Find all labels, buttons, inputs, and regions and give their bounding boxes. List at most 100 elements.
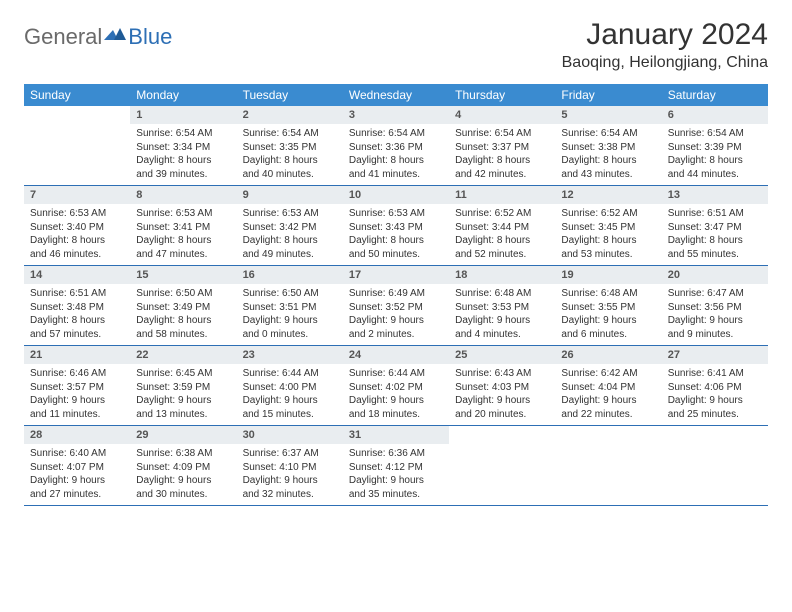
day-cell: 11Sunrise: 6:52 AMSunset: 3:44 PMDayligh… <box>449 186 555 265</box>
day-cell: 21Sunrise: 6:46 AMSunset: 3:57 PMDayligh… <box>24 346 130 425</box>
sunset-line: Sunset: 4:10 PM <box>243 461 337 475</box>
day-number: 6 <box>662 106 768 124</box>
day-cell: 1Sunrise: 6:54 AMSunset: 3:34 PMDaylight… <box>130 106 236 185</box>
daylight-line: Daylight: 8 hours and 43 minutes. <box>561 154 655 181</box>
day-cell: 14Sunrise: 6:51 AMSunset: 3:48 PMDayligh… <box>24 266 130 345</box>
day-cell <box>449 426 555 505</box>
sunrise-line: Sunrise: 6:54 AM <box>136 127 230 141</box>
day-body: Sunrise: 6:53 AMSunset: 3:42 PMDaylight:… <box>237 204 343 261</box>
logo-text-blue: Blue <box>128 24 172 50</box>
sunset-line: Sunset: 3:55 PM <box>561 301 655 315</box>
day-cell <box>662 426 768 505</box>
daylight-line: Daylight: 9 hours and 22 minutes. <box>561 394 655 421</box>
weekday-header: Thursday <box>449 84 555 106</box>
day-body: Sunrise: 6:50 AMSunset: 3:51 PMDaylight:… <box>237 284 343 341</box>
weekday-header: Sunday <box>24 84 130 106</box>
sunset-line: Sunset: 3:36 PM <box>349 141 443 155</box>
day-body: Sunrise: 6:44 AMSunset: 4:00 PMDaylight:… <box>237 364 343 421</box>
day-body: Sunrise: 6:44 AMSunset: 4:02 PMDaylight:… <box>343 364 449 421</box>
logo-mark-icon <box>104 24 126 47</box>
day-cell: 29Sunrise: 6:38 AMSunset: 4:09 PMDayligh… <box>130 426 236 505</box>
sunset-line: Sunset: 3:53 PM <box>455 301 549 315</box>
sunset-line: Sunset: 3:47 PM <box>668 221 762 235</box>
header: General Blue January 2024 Baoqing, Heilo… <box>24 18 768 72</box>
sunset-line: Sunset: 3:52 PM <box>349 301 443 315</box>
daylight-line: Daylight: 9 hours and 2 minutes. <box>349 314 443 341</box>
day-body: Sunrise: 6:48 AMSunset: 3:53 PMDaylight:… <box>449 284 555 341</box>
day-cell: 8Sunrise: 6:53 AMSunset: 3:41 PMDaylight… <box>130 186 236 265</box>
sunset-line: Sunset: 4:12 PM <box>349 461 443 475</box>
empty-day <box>555 426 661 444</box>
day-number: 1 <box>130 106 236 124</box>
daylight-line: Daylight: 8 hours and 52 minutes. <box>455 234 549 261</box>
day-cell: 18Sunrise: 6:48 AMSunset: 3:53 PMDayligh… <box>449 266 555 345</box>
sunset-line: Sunset: 4:07 PM <box>30 461 124 475</box>
day-number: 5 <box>555 106 661 124</box>
day-cell: 10Sunrise: 6:53 AMSunset: 3:43 PMDayligh… <box>343 186 449 265</box>
day-cell: 12Sunrise: 6:52 AMSunset: 3:45 PMDayligh… <box>555 186 661 265</box>
day-cell: 15Sunrise: 6:50 AMSunset: 3:49 PMDayligh… <box>130 266 236 345</box>
day-cell: 31Sunrise: 6:36 AMSunset: 4:12 PMDayligh… <box>343 426 449 505</box>
day-number: 10 <box>343 186 449 204</box>
day-number: 19 <box>555 266 661 284</box>
day-body: Sunrise: 6:49 AMSunset: 3:52 PMDaylight:… <box>343 284 449 341</box>
day-cell: 20Sunrise: 6:47 AMSunset: 3:56 PMDayligh… <box>662 266 768 345</box>
day-cell: 6Sunrise: 6:54 AMSunset: 3:39 PMDaylight… <box>662 106 768 185</box>
day-number: 11 <box>449 186 555 204</box>
day-number: 2 <box>237 106 343 124</box>
sunset-line: Sunset: 3:57 PM <box>30 381 124 395</box>
day-body: Sunrise: 6:54 AMSunset: 3:36 PMDaylight:… <box>343 124 449 181</box>
sunrise-line: Sunrise: 6:49 AM <box>349 287 443 301</box>
day-body: Sunrise: 6:37 AMSunset: 4:10 PMDaylight:… <box>237 444 343 501</box>
sunset-line: Sunset: 3:45 PM <box>561 221 655 235</box>
day-number: 26 <box>555 346 661 364</box>
sunrise-line: Sunrise: 6:50 AM <box>243 287 337 301</box>
sunrise-line: Sunrise: 6:51 AM <box>30 287 124 301</box>
sunrise-line: Sunrise: 6:54 AM <box>243 127 337 141</box>
sunset-line: Sunset: 3:48 PM <box>30 301 124 315</box>
logo-text-general: General <box>24 24 102 50</box>
sunset-line: Sunset: 3:39 PM <box>668 141 762 155</box>
day-cell: 24Sunrise: 6:44 AMSunset: 4:02 PMDayligh… <box>343 346 449 425</box>
daylight-line: Daylight: 9 hours and 15 minutes. <box>243 394 337 421</box>
weekday-header: Friday <box>555 84 661 106</box>
sunset-line: Sunset: 4:09 PM <box>136 461 230 475</box>
weekday-header: Monday <box>130 84 236 106</box>
day-number: 24 <box>343 346 449 364</box>
daylight-line: Daylight: 8 hours and 55 minutes. <box>668 234 762 261</box>
weekday-header: Saturday <box>662 84 768 106</box>
week-row: 1Sunrise: 6:54 AMSunset: 3:34 PMDaylight… <box>24 106 768 186</box>
sunrise-line: Sunrise: 6:43 AM <box>455 367 549 381</box>
day-body: Sunrise: 6:43 AMSunset: 4:03 PMDaylight:… <box>449 364 555 421</box>
sunrise-line: Sunrise: 6:40 AM <box>30 447 124 461</box>
weekday-header: Tuesday <box>237 84 343 106</box>
sunrise-line: Sunrise: 6:45 AM <box>136 367 230 381</box>
day-cell: 16Sunrise: 6:50 AMSunset: 3:51 PMDayligh… <box>237 266 343 345</box>
sunrise-line: Sunrise: 6:38 AM <box>136 447 230 461</box>
day-body: Sunrise: 6:50 AMSunset: 3:49 PMDaylight:… <box>130 284 236 341</box>
sunset-line: Sunset: 3:49 PM <box>136 301 230 315</box>
sunset-line: Sunset: 3:35 PM <box>243 141 337 155</box>
calendar: SundayMondayTuesdayWednesdayThursdayFrid… <box>24 84 768 506</box>
month-title: January 2024 <box>562 18 768 52</box>
day-body: Sunrise: 6:54 AMSunset: 3:38 PMDaylight:… <box>555 124 661 181</box>
sunrise-line: Sunrise: 6:50 AM <box>136 287 230 301</box>
daylight-line: Daylight: 9 hours and 27 minutes. <box>30 474 124 501</box>
daylight-line: Daylight: 8 hours and 58 minutes. <box>136 314 230 341</box>
sunset-line: Sunset: 4:03 PM <box>455 381 549 395</box>
day-cell: 28Sunrise: 6:40 AMSunset: 4:07 PMDayligh… <box>24 426 130 505</box>
sunset-line: Sunset: 4:00 PM <box>243 381 337 395</box>
empty-day <box>662 426 768 444</box>
week-row: 28Sunrise: 6:40 AMSunset: 4:07 PMDayligh… <box>24 426 768 506</box>
daylight-line: Daylight: 9 hours and 6 minutes. <box>561 314 655 341</box>
daylight-line: Daylight: 8 hours and 44 minutes. <box>668 154 762 181</box>
day-body: Sunrise: 6:51 AMSunset: 3:47 PMDaylight:… <box>662 204 768 261</box>
day-number: 30 <box>237 426 343 444</box>
sunset-line: Sunset: 3:38 PM <box>561 141 655 155</box>
day-cell: 27Sunrise: 6:41 AMSunset: 4:06 PMDayligh… <box>662 346 768 425</box>
sunrise-line: Sunrise: 6:44 AM <box>243 367 337 381</box>
day-body: Sunrise: 6:52 AMSunset: 3:44 PMDaylight:… <box>449 204 555 261</box>
day-body: Sunrise: 6:42 AMSunset: 4:04 PMDaylight:… <box>555 364 661 421</box>
sunrise-line: Sunrise: 6:53 AM <box>349 207 443 221</box>
day-number: 8 <box>130 186 236 204</box>
